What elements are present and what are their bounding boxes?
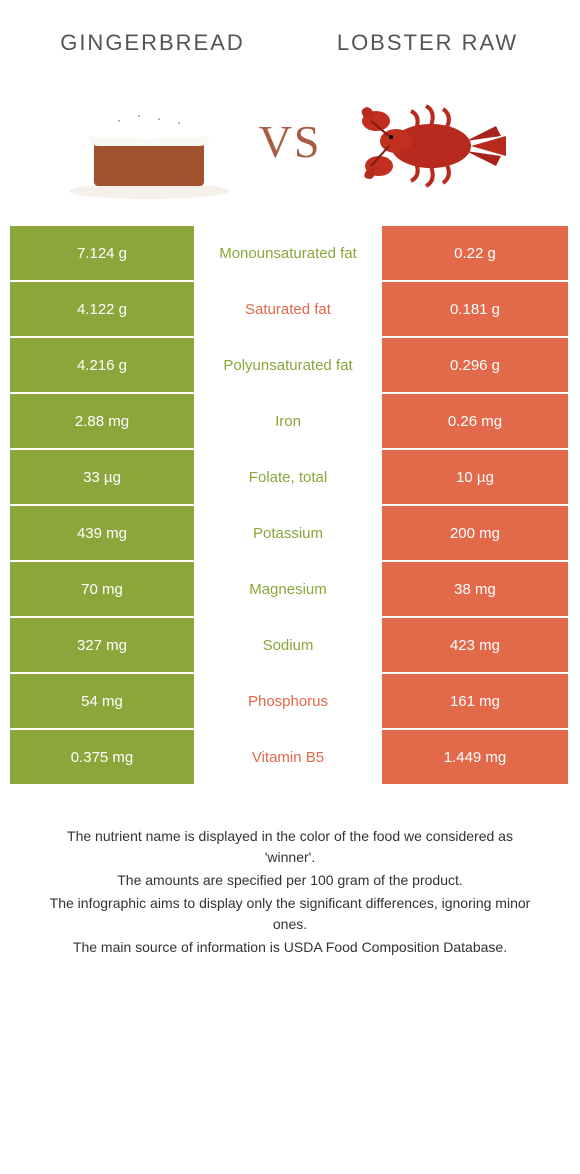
nutrient-label: Polyunsaturated fat bbox=[196, 338, 382, 394]
food2-value: 161 mg bbox=[382, 674, 568, 730]
nutrient-label: Monounsaturated fat bbox=[196, 226, 382, 282]
nutrient-label: Vitamin B5 bbox=[196, 730, 382, 786]
food2-value: 423 mg bbox=[382, 618, 568, 674]
food1-title: GINGERBREAD bbox=[40, 30, 265, 56]
gingerbread-icon bbox=[59, 81, 239, 201]
nutrient-label: Magnesium bbox=[196, 562, 382, 618]
food2-value: 0.181 g bbox=[382, 282, 568, 338]
vs-label: VS bbox=[259, 115, 322, 168]
footnote-line: The infographic aims to display only the… bbox=[40, 893, 540, 935]
food1-value: 7.124 g bbox=[10, 226, 196, 282]
food1-value: 33 µg bbox=[10, 450, 196, 506]
food1-value: 439 mg bbox=[10, 506, 196, 562]
nutrient-label: Potassium bbox=[196, 506, 382, 562]
footnote-line: The amounts are specified per 100 gram o… bbox=[40, 870, 540, 891]
nutrient-row: 4.216 gPolyunsaturated fat0.296 g bbox=[10, 338, 570, 394]
food2-value: 0.26 mg bbox=[382, 394, 568, 450]
nutrient-label: Sodium bbox=[196, 618, 382, 674]
nutrient-row: 327 mgSodium423 mg bbox=[10, 618, 570, 674]
nutrient-label: Folate, total bbox=[196, 450, 382, 506]
food1-value: 4.216 g bbox=[10, 338, 196, 394]
nutrient-label: Phosphorus bbox=[196, 674, 382, 730]
food1-value: 0.375 mg bbox=[10, 730, 196, 786]
nutrient-row: 0.375 mgVitamin B51.449 mg bbox=[10, 730, 570, 786]
nutrient-label: Iron bbox=[196, 394, 382, 450]
food1-image bbox=[49, 76, 249, 206]
nutrient-row: 439 mgPotassium200 mg bbox=[10, 506, 570, 562]
footnote-line: The nutrient name is displayed in the co… bbox=[40, 826, 540, 868]
nutrient-row: 2.88 mgIron0.26 mg bbox=[10, 394, 570, 450]
nutrient-table: 7.124 gMonounsaturated fat0.22 g4.122 gS… bbox=[10, 226, 570, 786]
food2-value: 0.22 g bbox=[382, 226, 568, 282]
food2-value: 200 mg bbox=[382, 506, 568, 562]
food2-value: 38 mg bbox=[382, 562, 568, 618]
footnote-line: The main source of information is USDA F… bbox=[40, 937, 540, 958]
food2-value: 0.296 g bbox=[382, 338, 568, 394]
nutrient-row: 7.124 gMonounsaturated fat0.22 g bbox=[10, 226, 570, 282]
nutrient-row: 4.122 gSaturated fat0.181 g bbox=[10, 282, 570, 338]
food2-value: 10 µg bbox=[382, 450, 568, 506]
food1-value: 54 mg bbox=[10, 674, 196, 730]
lobster-icon bbox=[341, 81, 521, 201]
header-row: GINGERBREAD LOBSTER RAW bbox=[0, 0, 580, 66]
food2-image bbox=[331, 76, 531, 206]
nutrient-row: 70 mgMagnesium38 mg bbox=[10, 562, 570, 618]
nutrient-label: Saturated fat bbox=[196, 282, 382, 338]
food2-title: LOBSTER RAW bbox=[315, 30, 540, 56]
nutrient-row: 54 mgPhosphorus161 mg bbox=[10, 674, 570, 730]
food1-value: 327 mg bbox=[10, 618, 196, 674]
food2-value: 1.449 mg bbox=[382, 730, 568, 786]
food1-value: 4.122 g bbox=[10, 282, 196, 338]
food1-value: 2.88 mg bbox=[10, 394, 196, 450]
image-row: VS bbox=[0, 66, 580, 226]
footnotes: The nutrient name is displayed in the co… bbox=[0, 786, 580, 980]
nutrient-row: 33 µgFolate, total10 µg bbox=[10, 450, 570, 506]
food1-value: 70 mg bbox=[10, 562, 196, 618]
